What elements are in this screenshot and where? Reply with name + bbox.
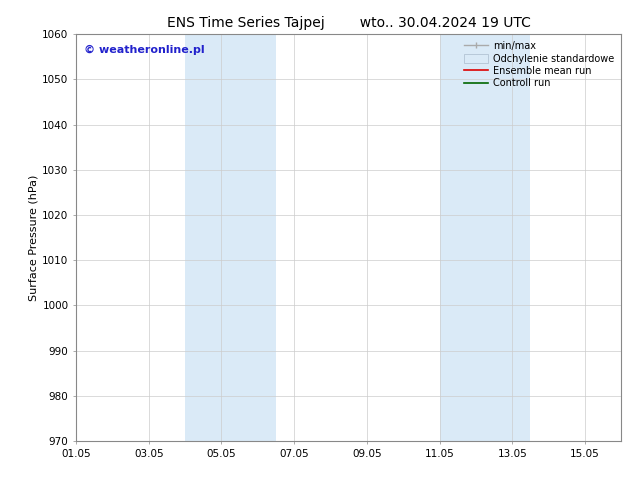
Bar (185, 34, 276, 441)
Bar (439, 34, 531, 441)
Y-axis label: Surface Pressure (hPa): Surface Pressure (hPa) (28, 174, 38, 301)
Legend: min/max, Odchylenie standardowe, Ensemble mean run, Controll run: min/max, Odchylenie standardowe, Ensembl… (462, 39, 616, 90)
Text: © weatheronline.pl: © weatheronline.pl (84, 45, 205, 54)
Title: ENS Time Series Tajpej        wto.. 30.04.2024 19 UTC: ENS Time Series Tajpej wto.. 30.04.2024 … (167, 16, 531, 30)
